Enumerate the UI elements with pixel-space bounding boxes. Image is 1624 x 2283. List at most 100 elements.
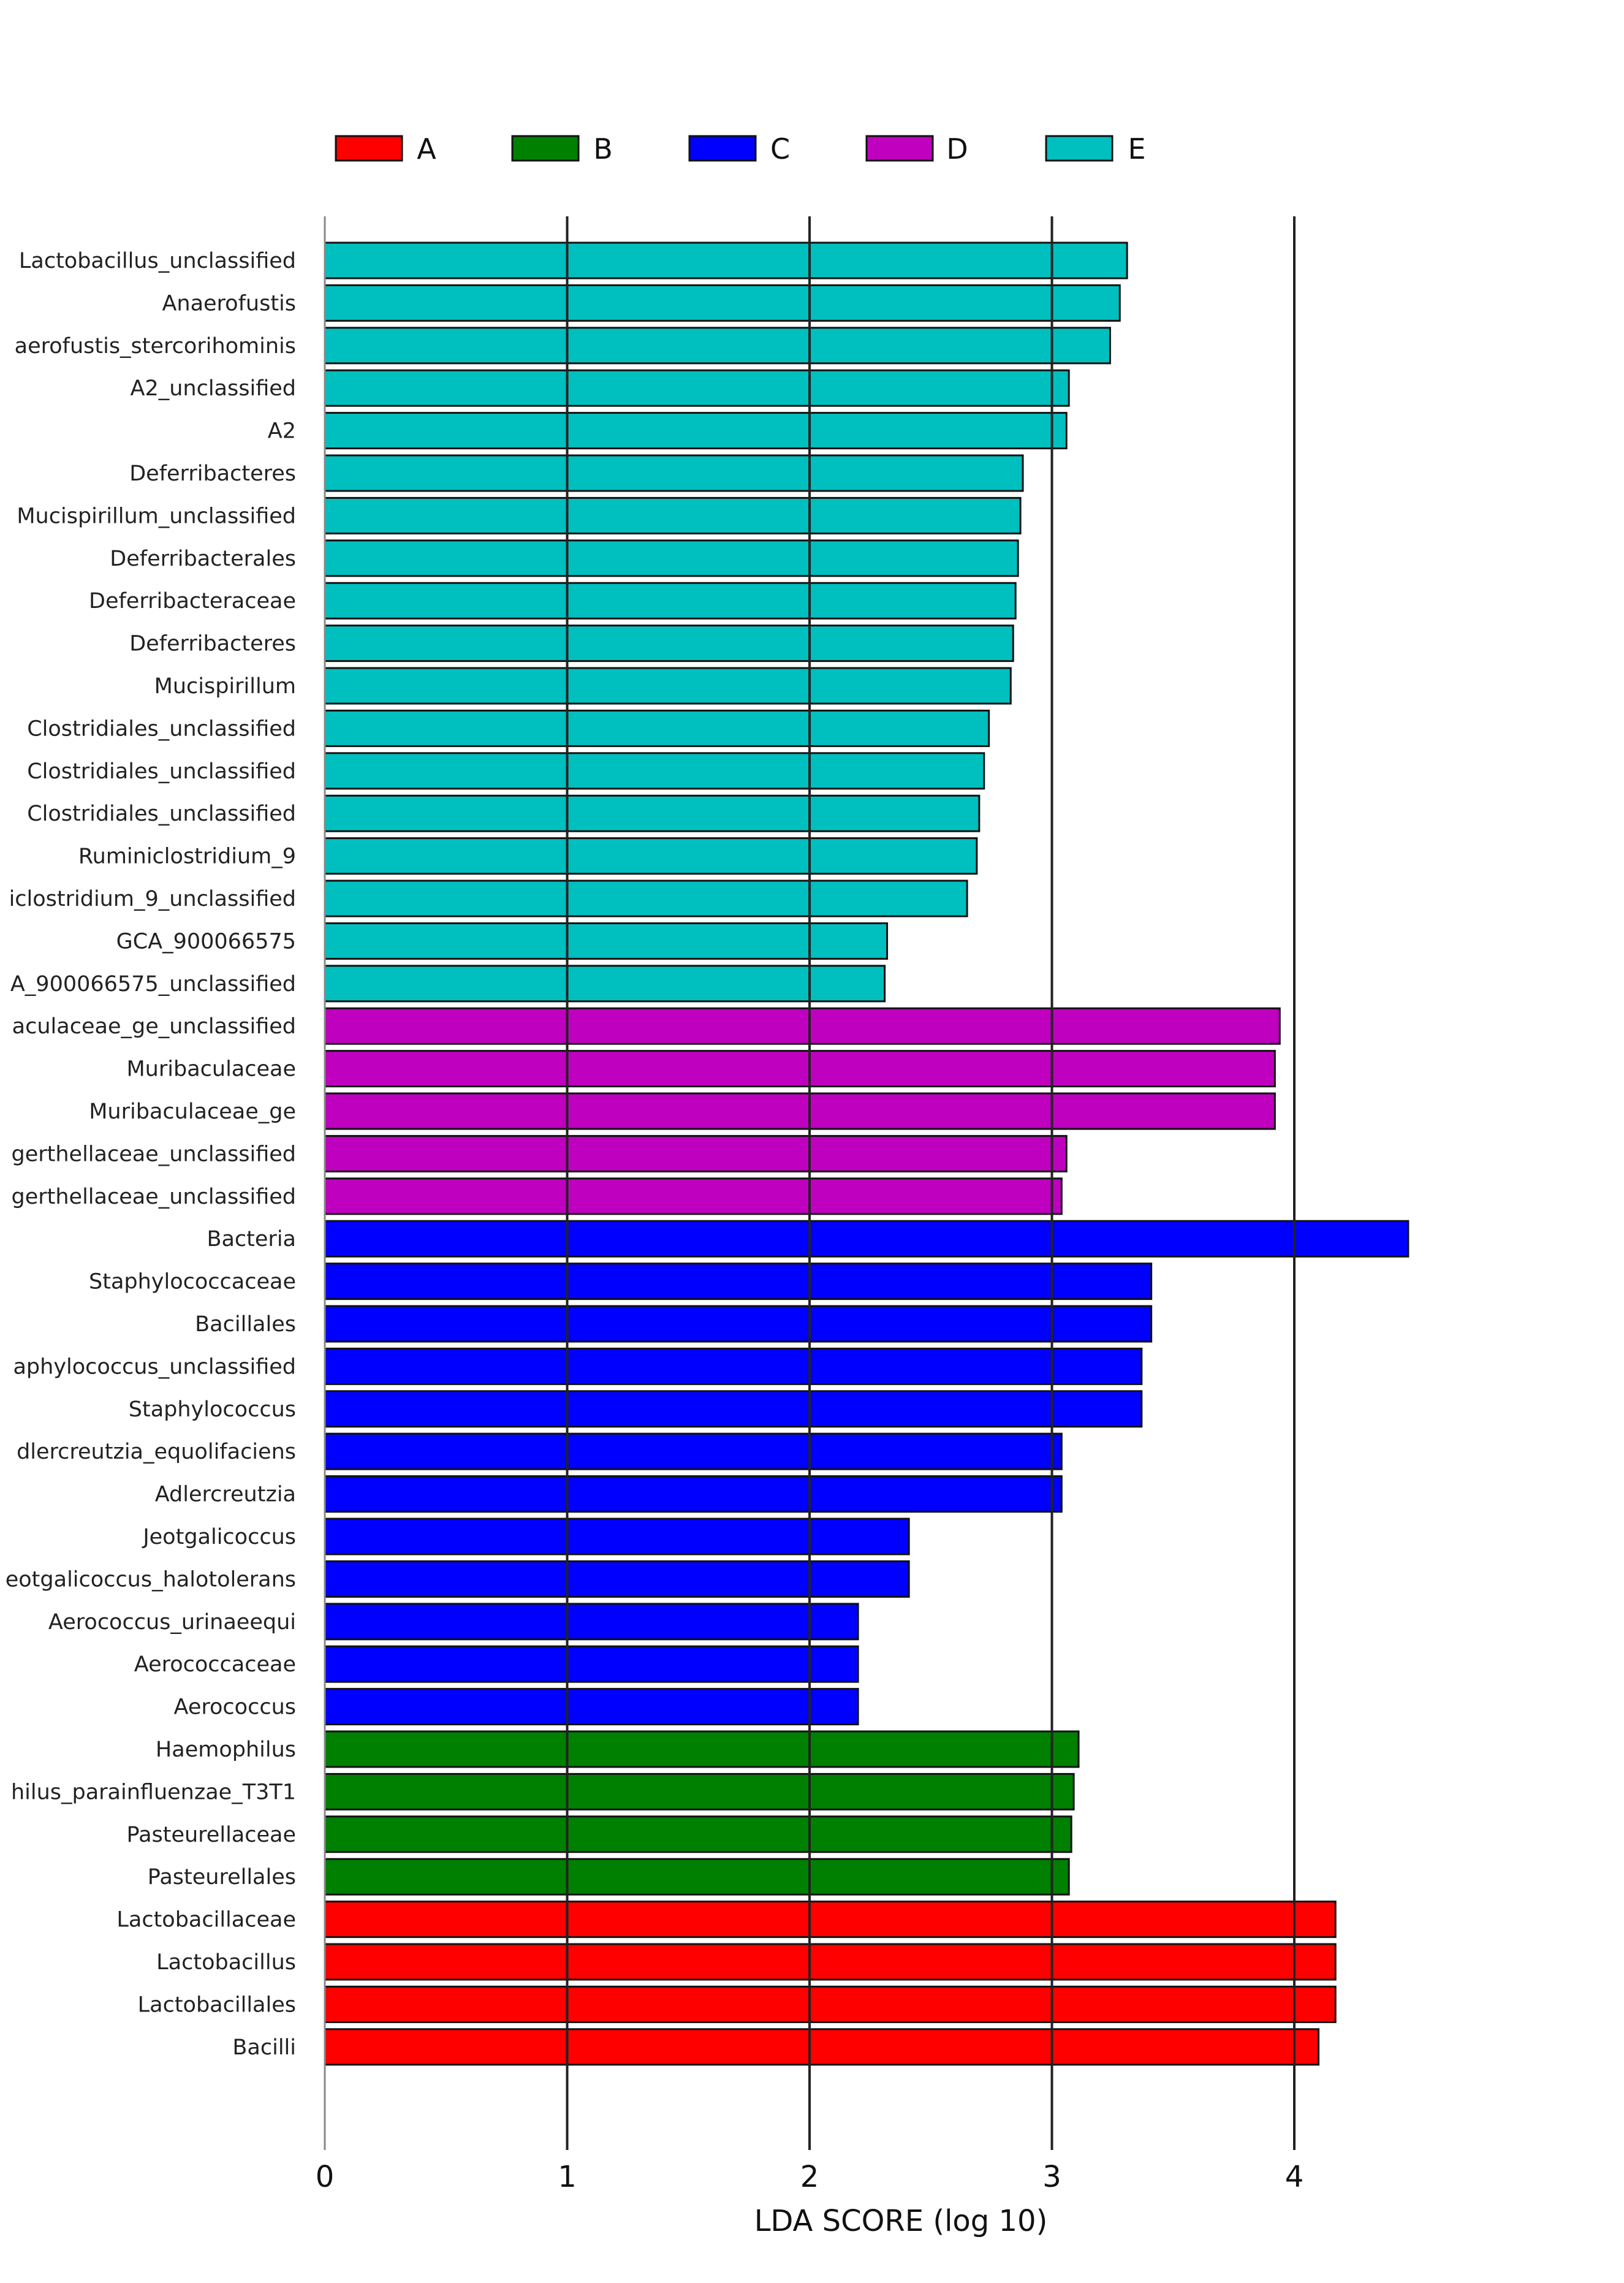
bar-E <box>324 709 990 747</box>
category-label: eotgalicoccus_halotolerans <box>6 1567 296 1592</box>
category-label: iclostridium_9_unclassified <box>9 887 296 911</box>
bar-E <box>324 879 968 917</box>
category-label: Lactobacillus <box>156 1950 296 1975</box>
bar-E <box>324 454 1024 492</box>
legend-swatch <box>511 135 580 162</box>
legend: A B C D E <box>335 132 1146 165</box>
x-tick-label: 2 <box>800 2160 819 2194</box>
bar-A <box>324 1901 1337 1939</box>
bar-E <box>324 837 978 875</box>
bar-B <box>324 1730 1080 1768</box>
category-label: aphylococcus_unclassified <box>13 1354 296 1379</box>
bar-E <box>324 667 1012 705</box>
category-label: Bacteria <box>207 1227 296 1252</box>
x-tick-label: 0 <box>316 2160 335 2194</box>
x-axis-title: LDA SCORE (log 10) <box>754 2204 1048 2238</box>
category-label: Deferribacteres <box>129 632 296 656</box>
category-label: Deferribacterales <box>110 547 296 571</box>
bar-E <box>324 922 889 960</box>
category-label: Anaerofustis <box>162 291 296 316</box>
bar-C <box>324 1518 910 1556</box>
category-label: Bacilli <box>232 2035 296 2060</box>
bar-C <box>324 1560 910 1598</box>
category-label: Ruminiclostridium_9 <box>78 845 296 869</box>
x-tick-label: 4 <box>1285 2160 1304 2194</box>
bar-B <box>324 1858 1070 1896</box>
category-label: Pasteurellales <box>148 1865 296 1890</box>
category-label: aculaceae_ge_unclassified <box>12 1014 296 1039</box>
bar-C <box>324 1390 1143 1428</box>
legend-swatch <box>1045 135 1114 162</box>
legend-item-E: E <box>1045 132 1146 165</box>
category-label: Pasteurellaceae <box>127 1823 296 1847</box>
category-labels: Lactobacillus_unclassified Anaerofustis ae… <box>6 249 296 2060</box>
category-label: Muribaculaceae <box>126 1057 296 1082</box>
bar-E <box>324 752 985 790</box>
bar-A <box>324 1985 1337 2023</box>
category-label: A2 <box>268 419 296 444</box>
category-label: Lactobacillaceae <box>116 1908 296 1932</box>
category-label: Clostridiales_unclassified <box>27 802 296 826</box>
bar-C <box>324 1688 859 1726</box>
legend-label: B <box>593 132 613 165</box>
category-label: Mucispirillum <box>154 674 296 699</box>
bar-E <box>324 965 886 1003</box>
category-label: Aerococcaceae <box>134 1652 296 1677</box>
category-label: Clostridiales_unclassified <box>27 716 296 741</box>
gridlines <box>324 216 1296 2150</box>
legend-label: E <box>1128 132 1145 165</box>
category-label: Deferribacteres <box>129 462 296 486</box>
bar-E <box>324 582 1017 620</box>
bar-C <box>324 1432 1063 1470</box>
x-tick-label: 1 <box>558 2160 577 2194</box>
category-label: dlercreutzia_equolifaciens <box>17 1440 296 1464</box>
category-label: Adlercreutzia <box>155 1483 296 1507</box>
category-label: Deferribacteraceae <box>89 589 296 613</box>
legend-swatch <box>335 135 403 162</box>
category-label: Aerococcus_urinaeequi <box>48 1610 296 1635</box>
category-label: Lactobacillus_unclassified <box>19 249 296 273</box>
bar-B <box>324 1772 1075 1810</box>
bar-C <box>324 1263 1153 1301</box>
bar-D <box>324 1007 1281 1045</box>
legend-item-B: B <box>511 132 613 165</box>
bar-E <box>324 369 1070 407</box>
category-label: Clostridiales_unclassified <box>27 759 296 784</box>
bar-E <box>324 794 981 832</box>
bar-B <box>324 1815 1072 1853</box>
legend-item-C: C <box>688 132 790 165</box>
legend-label: D <box>946 132 968 165</box>
category-label: gerthellaceae_unclassified <box>11 1185 296 1209</box>
bar-C <box>324 1645 859 1683</box>
bar-E <box>324 496 1022 534</box>
bar-A <box>324 2028 1320 2066</box>
bar-A <box>324 1943 1337 1981</box>
legend-label: C <box>770 132 790 165</box>
bar-C <box>324 1220 1410 1258</box>
bar-E <box>324 241 1128 279</box>
bar-E <box>324 412 1068 450</box>
category-label: Jeotgalicoccus <box>142 1525 296 1549</box>
category-label: Mucispirillum_unclassified <box>17 504 296 528</box>
bar-D <box>324 1050 1276 1088</box>
bar-D <box>324 1092 1276 1130</box>
bar-D <box>324 1134 1068 1172</box>
category-label: Bacillales <box>195 1312 296 1337</box>
bar-E <box>324 625 1014 663</box>
bar-E <box>324 284 1121 322</box>
bar-C <box>324 1475 1063 1513</box>
bar-D <box>324 1177 1063 1215</box>
category-label: A2_unclassified <box>131 376 296 401</box>
category-label: hilus_parainfluenzae_T3T1 <box>11 1780 296 1804</box>
legend-label: A <box>417 132 436 165</box>
category-label: aerofustis_stercorihominis <box>15 334 296 359</box>
category-label: Staphylococcus <box>129 1397 296 1422</box>
category-label: A_900066575_unclassified <box>10 972 296 997</box>
category-label: gerthellaceae_unclassified <box>11 1142 296 1166</box>
bar-C <box>324 1305 1153 1343</box>
legend-swatch <box>865 135 934 162</box>
bar-E <box>324 327 1111 365</box>
legend-item-D: D <box>865 132 968 165</box>
legend-swatch <box>688 135 757 162</box>
